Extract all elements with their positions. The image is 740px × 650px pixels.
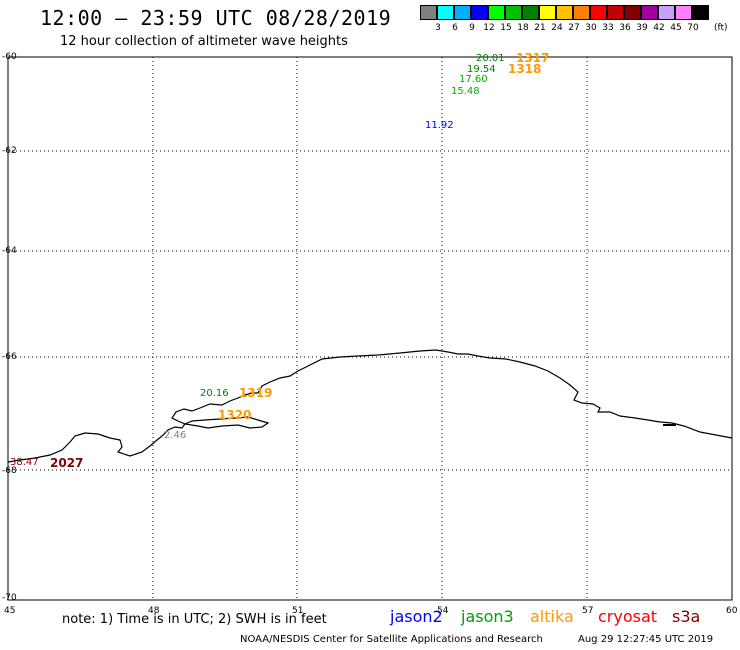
legend-swatch <box>420 5 437 20</box>
legend-label: 30 <box>585 23 597 33</box>
legend-swatch <box>539 5 556 20</box>
legend-label: 3 <box>435 23 441 33</box>
legend-swatch <box>573 5 590 20</box>
generated-timestamp: Aug 29 12:27:45 UTC 2019 <box>578 634 714 645</box>
units-note: note: 1) Time is in UTC; 2) SWH is in fe… <box>62 612 327 627</box>
satellite-jason2: jason2 <box>390 607 443 626</box>
lon-grid-lines <box>152 57 588 600</box>
wave-height-label: 38.47 <box>10 457 39 468</box>
legend-label: 6 <box>452 23 458 33</box>
legend-label: 33 <box>602 23 614 33</box>
satellite-s3a: s3a <box>672 607 701 626</box>
coastline-inlet <box>182 416 270 429</box>
legend-swatch <box>675 5 692 20</box>
legend-swatch <box>505 5 522 20</box>
wave-height-label: 20.01 <box>476 53 505 64</box>
wave-height-label: 17.60 <box>459 74 488 85</box>
legend-swatch <box>692 5 709 20</box>
pass-id-label: 2027 <box>50 456 83 470</box>
lon-label: 54 <box>437 606 449 616</box>
pass-id-label: 1317 <box>516 51 549 65</box>
page-subtitle: 12 hour collection of altimeter wave hei… <box>60 34 348 49</box>
satellite-cryosat: cryosat <box>598 607 658 626</box>
lat-label: -66 <box>2 352 17 362</box>
legend-swatch <box>471 5 488 20</box>
wave-height-label: 2.46 <box>164 430 186 441</box>
legend-label: 12 <box>483 23 495 33</box>
pass-id-label: 1318 <box>508 62 541 76</box>
legend-label: 42 <box>653 23 665 33</box>
satellite-jason3: jason3 <box>461 607 514 626</box>
lat-label: -62 <box>2 146 17 156</box>
legend-swatch <box>437 5 454 20</box>
satellite-altika: altika <box>530 607 574 626</box>
lon-label: 57 <box>582 606 594 616</box>
wave-height-label: 11.92 <box>425 120 454 131</box>
legend-label: 70 <box>687 23 699 33</box>
lat-label: -70 <box>2 593 17 603</box>
legend-label: 15 <box>500 23 512 33</box>
pass-id-label: 1320 <box>218 408 251 422</box>
legend-swatch <box>607 5 624 20</box>
legend-label: 18 <box>517 23 529 33</box>
legend-label: 21 <box>534 23 546 33</box>
lon-label: 51 <box>292 606 304 616</box>
pass-id-label: 1319 <box>239 386 272 400</box>
lat-label: -68 <box>2 466 17 476</box>
legend-swatch <box>590 5 607 20</box>
lat-label: -60 <box>2 52 17 62</box>
legend-swatch <box>454 5 471 20</box>
lon-label: 45 <box>4 606 16 616</box>
lat-label: -64 <box>2 246 17 256</box>
map-frame <box>7 56 733 601</box>
legend-swatch <box>556 5 573 20</box>
legend-label: 39 <box>636 23 648 33</box>
credit-line: NOAA/NESDIS Center for Satellite Applica… <box>240 634 543 645</box>
wave-height-legend: (ft) 3 6 9 12 15 18 21 24 27 30 33 36 39 42 45 70 <box>420 5 740 41</box>
legend-swatch <box>658 5 675 20</box>
wave-height-label: 20.16 <box>200 388 229 399</box>
legend-swatch <box>488 5 505 20</box>
legend-swatch <box>641 5 658 20</box>
legend-label: 36 <box>619 23 631 33</box>
lon-label: 48 <box>148 606 160 616</box>
legend-label: 27 <box>568 23 580 33</box>
legend-label: 9 <box>469 23 475 33</box>
wave-height-label: 15.48 <box>451 86 480 97</box>
lon-label: 60 <box>726 606 738 616</box>
lat-grid-lines <box>8 150 732 471</box>
antarctic-coastline <box>7 349 733 463</box>
legend-unit: (ft) <box>714 23 728 33</box>
legend-label: 24 <box>551 23 563 33</box>
legend-swatch <box>522 5 539 20</box>
legend-swatch <box>624 5 641 20</box>
legend-label: 45 <box>670 23 682 33</box>
wave-height-label: 19.54 <box>467 64 496 75</box>
page-title: 12:00 – 23:59 UTC 08/28/2019 <box>40 6 392 30</box>
